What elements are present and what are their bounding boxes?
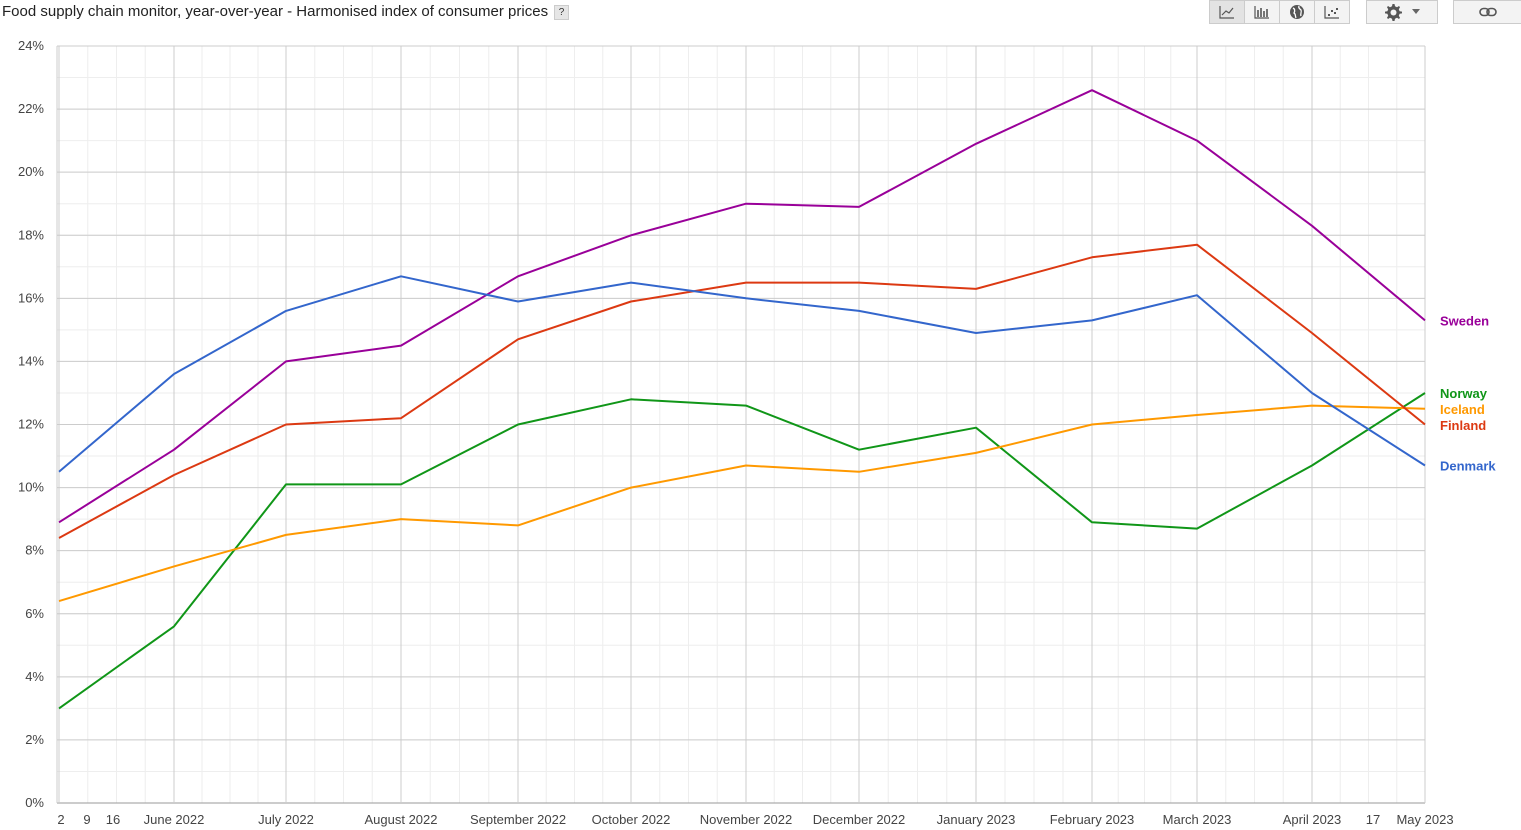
major-gridlines (56, 45, 1426, 804)
y-tick-label: 4% (25, 669, 44, 684)
link-icon (1479, 7, 1497, 17)
x-tick-label: May 2023 (1396, 812, 1453, 827)
x-axis-tick-labels: 2 9 16 June 2022 July 2022 August 2022 Septemb… (57, 812, 1453, 827)
series-line-finland[interactable] (58, 243, 1426, 539)
y-tick-label: 18% (18, 227, 44, 242)
series-lines (58, 89, 1426, 710)
x-tick-label: September 2022 (470, 812, 566, 827)
series-line-iceland[interactable] (58, 404, 1426, 603)
y-tick-label: 10% (18, 480, 44, 495)
x-tick-label: October 2022 (592, 812, 671, 827)
help-button[interactable]: ? (554, 4, 570, 20)
x-tick-label: 2 (57, 812, 64, 827)
line-chart-button[interactable] (1209, 0, 1245, 24)
x-tick-label: January 2023 (937, 812, 1016, 827)
chart-type-toolbar (1209, 0, 1350, 24)
y-tick-label: 24% (18, 38, 44, 53)
share-link-button[interactable] (1453, 0, 1521, 24)
x-tick-label: 16 (106, 812, 120, 827)
map-button[interactable] (1280, 0, 1315, 24)
bar-chart-button[interactable] (1245, 0, 1280, 24)
series-label-iceland: Iceland (1440, 402, 1485, 417)
y-tick-label: 22% (18, 101, 44, 116)
x-tick-label: November 2022 (700, 812, 793, 827)
series-label-finland: Finland (1440, 418, 1486, 433)
y-tick-label: 0% (25, 795, 44, 810)
x-tick-label: July 2022 (258, 812, 314, 827)
x-tick-label: December 2022 (813, 812, 906, 827)
scatter-icon (1324, 6, 1339, 19)
globe-map-icon (1290, 5, 1304, 19)
series-label-denmark: Denmark (1440, 459, 1496, 474)
y-tick-label: 8% (25, 543, 44, 558)
scatter-button[interactable] (1315, 0, 1350, 24)
line-chart-icon (1219, 6, 1234, 19)
y-tick-label: 20% (18, 164, 44, 179)
chart-title: Food supply chain monitor, year-over-yea… (2, 3, 570, 20)
chevron-down-icon (1412, 9, 1420, 14)
x-tick-label: 17 (1366, 812, 1380, 827)
x-tick-label: August 2022 (364, 812, 437, 827)
series-line-sweden[interactable] (58, 89, 1426, 524)
y-axis-tick-labels: 0% 2% 4% 6% 8% 10% 12% 14% 16% 18% 20% 22% 24% (18, 38, 44, 810)
x-tick-label: 9 (83, 812, 90, 827)
bar-chart-icon (1254, 6, 1269, 19)
x-tick-label: April 2023 (1283, 812, 1342, 827)
x-tick-label: March 2023 (1163, 812, 1232, 827)
y-tick-label: 12% (18, 417, 44, 432)
y-tick-label: 6% (25, 606, 44, 621)
series-line-denmark[interactable] (58, 275, 1426, 473)
x-tick-label: February 2023 (1050, 812, 1135, 827)
x-tick-label: June 2022 (144, 812, 205, 827)
series-label-sweden: Sweden (1440, 313, 1489, 328)
y-tick-label: 16% (18, 290, 44, 305)
chart-title-text: Food supply chain monitor, year-over-yea… (2, 3, 549, 20)
y-tick-label: 2% (25, 732, 44, 747)
settings-button[interactable] (1366, 0, 1438, 24)
series-label-norway: Norway (1440, 386, 1488, 401)
y-tick-label: 14% (18, 353, 44, 368)
gear-icon (1385, 4, 1402, 21)
series-line-norway[interactable] (58, 392, 1426, 710)
